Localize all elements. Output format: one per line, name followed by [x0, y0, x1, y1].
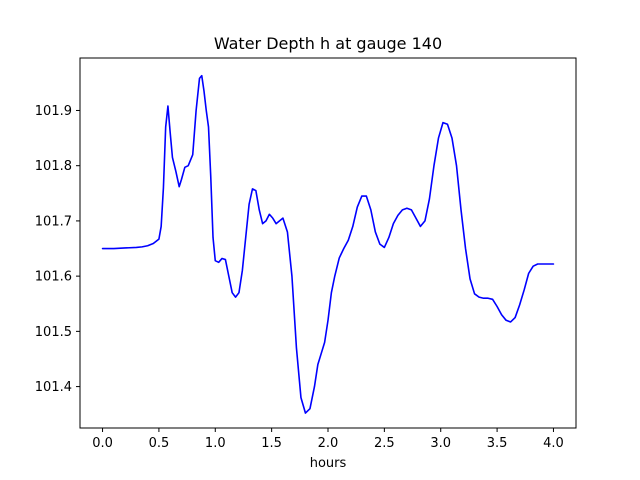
x-tick-label: 2.5: [374, 436, 395, 451]
y-tick-label: 101.6: [35, 270, 72, 285]
y-tick-label: 101.7: [35, 214, 72, 229]
x-tick-label: 3.0: [430, 436, 451, 451]
y-tick-label: 101.8: [35, 159, 72, 174]
y-tick-label: 101.9: [35, 104, 72, 119]
series-line-0: [101, 74, 555, 414]
x-tick-label: 3.5: [487, 436, 508, 451]
x-tick-label: 0.5: [149, 436, 170, 451]
x-axis-title: hours: [310, 456, 347, 471]
x-tick-label: 0.0: [92, 436, 113, 451]
plot-area: [101, 74, 555, 414]
x-tick-label: 1.0: [205, 436, 226, 451]
x-tick-label: 4.0: [543, 436, 564, 451]
y-tick-label: 101.4: [35, 380, 72, 395]
x-axis: 0.0 0.5 1.0 1.5 2.0 2.5 3.0 3.5 4.0: [92, 428, 564, 451]
chart-title: Water Depth h at gauge 140: [214, 34, 442, 53]
y-axis: 101.4 101.5 101.6 101.7 101.8 101.9: [35, 104, 80, 395]
y-tick-label: 101.5: [35, 325, 72, 340]
x-tick-label: 1.5: [261, 436, 282, 451]
x-tick-label: 2.0: [318, 436, 339, 451]
